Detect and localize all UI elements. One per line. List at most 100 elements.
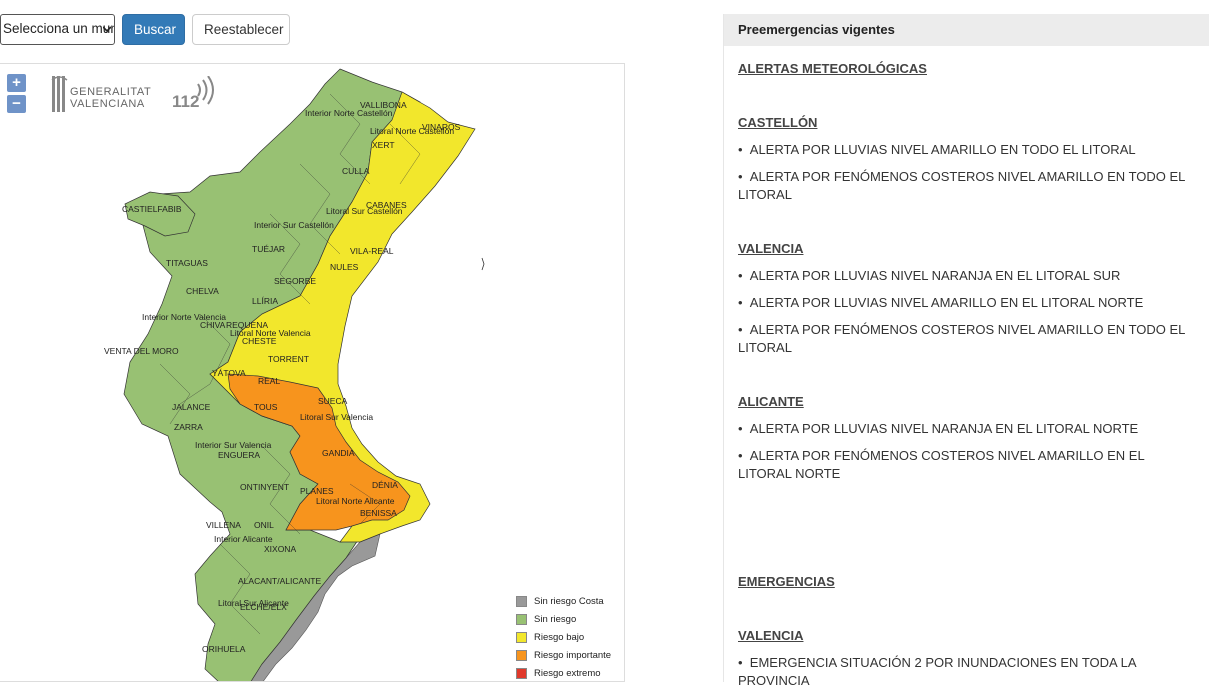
chevron-down-icon: [103, 26, 111, 33]
emergencias-heading[interactable]: EMERGENCIAS: [738, 574, 835, 589]
legend-swatch: [516, 614, 527, 625]
map-label-tous: TOUS: [254, 402, 278, 412]
map-label-vallibona: VALLIBONA: [360, 100, 407, 110]
signal-waves-icon: [197, 75, 214, 105]
legend-label: Sin riesgo: [534, 614, 577, 625]
map-label-chiva: CHIVA: [200, 320, 226, 330]
map-label-requena: REQUENA: [226, 320, 268, 330]
legend-label: Riesgo importante: [534, 650, 612, 661]
map-label-segorbe: SEGORBE: [274, 276, 316, 286]
emergencias-valencia-heading[interactable]: VALENCIA: [738, 628, 804, 643]
legend-swatch: [516, 632, 527, 643]
panel-title: Preemergencias vigentes: [724, 14, 1209, 46]
map-label-villena: VILLENA: [206, 520, 241, 530]
legend-swatch: [516, 650, 527, 661]
legend-label: Riesgo extremo: [534, 668, 601, 679]
map-label-cheste: CHESTE: [242, 336, 277, 346]
map-label-nules: NULES: [330, 262, 359, 272]
municipality-select-value: Selecciona un municipio: [3, 21, 114, 36]
map-label-jalance: JALANCE: [172, 402, 211, 412]
map-label-litoral-sur-valencia: Litoral Sur Valencia: [300, 412, 373, 422]
alertas-heading[interactable]: ALERTAS METEOROLÓGICAS: [738, 61, 927, 76]
alert-item: • ALERTA POR LLUVIAS NIVEL NARANJA EN EL…: [738, 421, 1139, 436]
castielfabib-area[interactable]: [124, 191, 196, 237]
municipal-borders: [159, 93, 421, 635]
map-label-interior-alicante: Interior Alicante: [214, 534, 273, 544]
alert-text: ALERTA POR LLUVIAS NIVEL NARANJA EN EL L…: [749, 421, 1139, 436]
valencia-heading[interactable]: VALENCIA: [738, 241, 804, 256]
preemergencias-panel: Preemergencias vigentes ALERTAS METEOROL…: [723, 14, 1209, 688]
map-label-cabanes: CABANES: [366, 200, 407, 210]
map-label-vila-real: VILA-REAL: [350, 246, 394, 256]
map-label-sueca: SUECA: [318, 396, 348, 406]
alert-item: • ALERTA POR LLUVIAS NIVEL AMARILLO EN E…: [738, 295, 1144, 310]
map-label-real: REAL: [258, 376, 280, 386]
map-label-planes: PLANES: [300, 486, 334, 496]
map-label-zarra: ZARRA: [174, 422, 203, 432]
map-label-chelva: CHELVA: [186, 286, 219, 296]
map-label-yatova: YÁTOVA: [212, 368, 246, 378]
alert-text: ALERTA POR FENÓMENOS COSTEROS NIVEL AMAR…: [738, 322, 1185, 355]
map-label-litoral-sur-alicante: Litoral Sur Alicante: [218, 598, 289, 608]
map-label-onil: ONIL: [254, 520, 274, 530]
generalitat-logo: GENERALITAT VALENCIANA: [50, 74, 151, 119]
map-label-vinaros: VINAROS: [422, 122, 461, 132]
alert-text: ALERTA POR FENÓMENOS COSTEROS NIVEL AMAR…: [738, 169, 1185, 202]
alert-item: • ALERTA POR LLUVIAS NIVEL NARANJA EN EL…: [738, 268, 1121, 283]
alicante-heading[interactable]: ALICANTE: [738, 394, 804, 409]
map-label-litoral-norte-alicante: Litoral Norte Alicante: [316, 496, 395, 506]
map-label-orihuela: ORIHUELA: [202, 644, 246, 654]
risk-map[interactable]: VALLIBONA Interior Norte Castellón Litor…: [0, 63, 625, 682]
alert-item: • ALERTA POR FENÓMENOS COSTEROS NIVEL AM…: [738, 169, 1185, 202]
important-risk-area[interactable]: [227, 373, 411, 531]
map-label-lliria: LLÍRIA: [252, 296, 278, 306]
emergency-112-logo: 112: [172, 75, 217, 116]
alert-text: ALERTA POR LLUVIAS NIVEL AMARILLO EN TOD…: [749, 142, 1136, 157]
region-map-svg[interactable]: VALLIBONA Interior Norte Castellón Litor…: [0, 64, 625, 682]
generalitat-emblem-icon: [51, 76, 68, 112]
map-label-litoral-norte-castellon: Litoral Norte Castellón: [370, 126, 454, 136]
map-label-litoral-sur-castellon: Litoral Sur Castellón: [326, 206, 403, 216]
zoom-out-button[interactable]: −: [7, 95, 26, 113]
map-label-castielfabib: CASTIELFABIB: [122, 204, 182, 214]
low-risk-area[interactable]: [209, 91, 476, 543]
logo-112-text: 112: [172, 92, 200, 111]
map-label-enguera: ENGUERA: [218, 450, 260, 460]
map-label-alacant: ALACANT/ALICANTE: [238, 576, 321, 586]
map-label-elx: ELCHE/ELX: [240, 602, 287, 612]
map-label-culla: CULLA: [342, 166, 370, 176]
legend-swatch: [516, 668, 527, 679]
legend-label: Sin riesgo Costa: [534, 596, 604, 607]
alert-text: ALERTA POR LLUVIAS NIVEL NARANJA EN EL L…: [749, 268, 1121, 283]
logo-text-line2: VALENCIANA: [70, 98, 145, 110]
map-label-interior-norte-castellon: Interior Norte Castellón: [305, 108, 393, 118]
map-label-interior-norte-valencia: Interior Norte Valencia: [142, 312, 226, 322]
map-label-xixona: XIXONA: [264, 544, 296, 554]
map-label-interior-sur-castellon: Interior Sur Castellón: [254, 220, 334, 230]
map-label-xert: XERT: [372, 140, 395, 150]
map-label-venta-del-moro: VENTA DEL MORO: [104, 346, 179, 356]
castellon-heading[interactable]: CASTELLÓN: [738, 115, 818, 130]
search-button[interactable]: Buscar: [122, 14, 185, 45]
map-label-ontinyent: ONTINYENT: [240, 482, 289, 492]
map-label-titaguas: TITAGUAS: [166, 258, 208, 268]
map-label-torrent: TORRENT: [268, 354, 309, 364]
legend-swatch: [516, 596, 527, 607]
municipality-select[interactable]: Selecciona un municipio: [0, 14, 115, 45]
alert-item: • ALERTA POR FENÓMENOS COSTEROS NIVEL AM…: [738, 448, 1145, 481]
map-label-tuejar: TUÉJAR: [252, 244, 285, 254]
alert-item: • ALERTA POR FENÓMENOS COSTEROS NIVEL AM…: [738, 322, 1185, 355]
map-label-gandia: GANDIA: [322, 448, 355, 458]
map-label-litoral-norte-valencia: Litoral Norte Valencia: [230, 328, 311, 338]
alert-text: ALERTA POR FENÓMENOS COSTEROS NIVEL AMAR…: [738, 448, 1145, 481]
map-label-denia: DÉNIA: [372, 480, 398, 490]
reset-button[interactable]: Reestablecer: [192, 14, 290, 45]
map-label-benissa: BENISSA: [360, 508, 397, 518]
alert-text: ALERTA POR LLUVIAS NIVEL AMARILLO EN EL …: [749, 295, 1144, 310]
logo-text-line1: GENERALITAT: [70, 86, 152, 98]
alert-item: • ALERTA POR LLUVIAS NIVEL AMARILLO EN T…: [738, 142, 1136, 157]
islet-mark: [481, 257, 485, 271]
zoom-in-button[interactable]: +: [7, 74, 26, 92]
map-label-interior-sur-valencia: Interior Sur Valencia: [195, 440, 272, 450]
legend-label: Riesgo bajo: [534, 632, 585, 643]
